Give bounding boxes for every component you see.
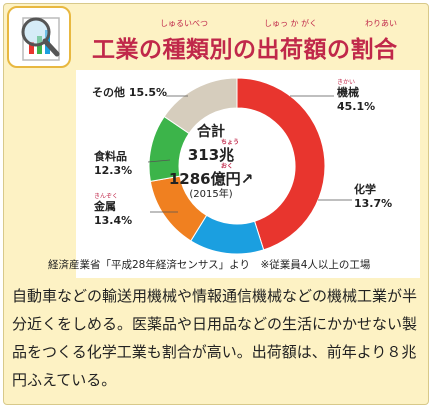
source-note: 経済産業省「平成28年経済センサス」より ※従業員4人以上の工場 xyxy=(48,259,371,271)
label-machinery: きかい 機械 45.1% xyxy=(337,79,376,114)
total-amount-1: 313兆 xyxy=(187,146,235,164)
magnifier-chart-icon xyxy=(7,6,71,68)
title-ruby-1: しゅるいべつ xyxy=(160,19,208,28)
total-label: 合計 xyxy=(197,124,225,140)
label-food: 食料品 12.3% xyxy=(94,150,133,177)
total-year: (2015年) xyxy=(189,189,233,200)
title-ruby-2: しゅっ か がく xyxy=(264,19,318,28)
page-title: 工業の種類別の出荷額の割合 xyxy=(92,37,398,63)
description-text: 自動車などの輸送用機械や情報通信機械などの機械工業が半分近くをしめる。医薬品や日… xyxy=(12,287,418,389)
donut-hole xyxy=(179,108,295,224)
total-amount-2: 1286億円↗ xyxy=(168,170,254,188)
label-other: その他 15.5% xyxy=(92,86,168,99)
title-ruby-3: わりあい xyxy=(365,19,397,28)
label-chemical: 化学 13.7% xyxy=(354,183,393,210)
label-metal: きんぞく 金属 13.4% xyxy=(94,193,133,228)
up-arrow-icon: ↗ xyxy=(240,170,254,188)
leader-line-食料品 xyxy=(147,159,171,163)
chart-center-total: 合計 ちょう 313兆 おく 1286億円↗ (2015年) xyxy=(151,124,271,202)
